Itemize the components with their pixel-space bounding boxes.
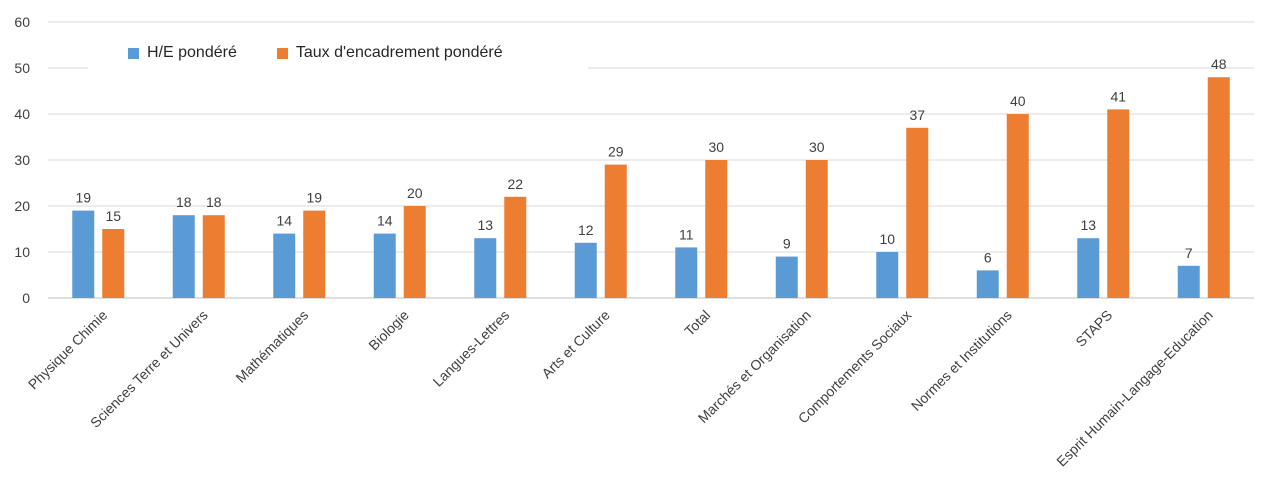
data-label-series-2: 18 [206, 194, 222, 210]
y-tick-label: 30 [14, 152, 30, 168]
y-tick-label: 50 [14, 60, 30, 76]
x-tick-label: Biologie [365, 307, 412, 354]
bar-series-2 [303, 210, 326, 298]
bar-series-2 [504, 196, 527, 298]
data-label-series-1: 7 [1185, 245, 1193, 261]
x-tick-label: Langues-Lettres [430, 307, 513, 390]
bar-series-2 [1006, 114, 1029, 298]
data-label-series-1: 10 [879, 231, 895, 247]
bar-series-2 [403, 206, 426, 298]
data-label-series-1: 14 [377, 213, 393, 229]
x-tick-label: Marchés et Organisation [695, 307, 814, 426]
x-tick-label: STAPS [1072, 307, 1115, 350]
x-tick-label: Comportements Sociaux [795, 307, 915, 427]
x-tick-label: Physique Chimie [25, 307, 111, 393]
bar-series-2 [1207, 77, 1230, 298]
bar-series-1 [172, 215, 195, 298]
legend-label-series-1: H/E pondéré [147, 44, 237, 61]
bar-series-2 [906, 127, 929, 298]
data-label-series-1: 14 [276, 213, 292, 229]
data-label-series-1: 19 [75, 190, 91, 206]
x-tick-label: Normes et Institutions [908, 307, 1015, 414]
data-label-series-1: 6 [984, 249, 992, 265]
data-label-series-2: 15 [105, 208, 121, 224]
data-label-series-1: 18 [176, 194, 192, 210]
bar-series-1 [474, 238, 497, 298]
x-tick-label: Total [681, 307, 713, 339]
bar-series-1 [775, 256, 798, 298]
data-label-series-1: 13 [1080, 217, 1096, 233]
data-label-series-2: 41 [1110, 88, 1126, 104]
data-label-series-2: 48 [1211, 56, 1227, 72]
bar-series-2 [705, 160, 728, 298]
legend-swatch-series-1 [128, 47, 139, 59]
bar-series-2 [102, 229, 125, 298]
bar-series-1 [273, 233, 296, 298]
legend-item-series-1: H/E pondéré [128, 44, 237, 62]
data-label-series-1: 12 [578, 222, 594, 238]
bar-series-2 [1107, 109, 1130, 299]
data-label-series-2: 30 [708, 139, 724, 155]
bar-series-2 [202, 215, 225, 298]
y-tick-label: 40 [14, 106, 30, 122]
bar-series-1 [675, 247, 698, 298]
legend-item-series-2: Taux d'encadrement pondéré [276, 44, 503, 62]
legend-label-series-2: Taux d'encadrement pondéré [295, 44, 503, 61]
data-label-series-2: 19 [306, 190, 322, 206]
y-tick-label: 10 [14, 244, 30, 260]
data-label-series-2: 40 [1010, 93, 1026, 109]
bar-series-1 [976, 270, 999, 298]
data-label-series-2: 30 [809, 139, 825, 155]
bar-series-1 [72, 210, 95, 298]
y-tick-label: 0 [22, 290, 30, 306]
bar-series-1 [876, 252, 899, 298]
data-label-series-1: 13 [477, 217, 493, 233]
bar-series-2 [805, 160, 828, 298]
y-tick-label: 20 [14, 198, 30, 214]
data-label-series-1: 11 [679, 226, 694, 242]
data-label-series-2: 37 [909, 107, 925, 123]
bar-series-1 [1077, 238, 1100, 298]
bar-series-2 [604, 164, 627, 298]
x-tick-label: Mathématiques [232, 307, 311, 386]
data-label-series-2: 29 [608, 144, 624, 160]
x-tick-label: Esprit Humain-Langage-Education [1053, 307, 1216, 470]
legend: H/E pondéré Taux d'encadrement pondéré [88, 36, 588, 70]
data-label-series-2: 22 [507, 176, 523, 192]
bar-series-1 [574, 242, 597, 298]
x-tick-label: Sciences Terre et Univers [87, 307, 211, 431]
legend-swatch-series-2 [276, 47, 288, 59]
data-label-series-1: 9 [783, 236, 791, 252]
x-tick-label: Arts et Culture [538, 307, 613, 382]
y-tick-label: 60 [14, 14, 30, 30]
bar-series-1 [1177, 265, 1200, 298]
data-label-series-2: 20 [407, 185, 423, 201]
bar-series-1 [373, 233, 396, 298]
